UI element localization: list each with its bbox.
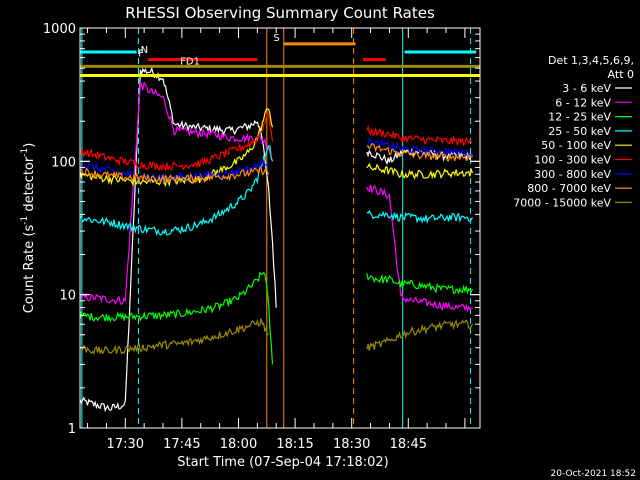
series-line-25-50-kev	[366, 209, 474, 225]
y-tick-label: 100	[51, 155, 76, 170]
x-tick-label: 18:00	[220, 437, 257, 452]
footer-date: 20-Oct-2021 18:52	[551, 469, 636, 479]
axes: 1 10 100 1000 17:30 17:45 18:00 18:15 18:30 18:45	[43, 22, 480, 452]
legend-header: Att 0	[608, 68, 634, 81]
x-tick-label: 18:15	[276, 437, 313, 452]
flag-label: F	[138, 49, 144, 60]
series-line-50-100-kev	[366, 162, 474, 180]
legend-entry: 300 - 800 keV	[534, 168, 611, 181]
series-line-6-12-kev	[366, 184, 473, 314]
legend-entry: 25 - 50 keV	[548, 125, 611, 138]
series-line-7000-15000-kev	[79, 318, 270, 356]
series-line-6-12-kev	[79, 81, 274, 306]
flag-label: FD1	[180, 56, 200, 67]
series-line-800-7000-kev	[79, 167, 270, 185]
legend-entry: 50 - 100 keV	[541, 139, 611, 152]
legend-entry: 3 - 6 keV	[562, 82, 611, 95]
legend-entry: 6 - 12 keV	[555, 96, 611, 109]
y-tick-label: 1	[68, 422, 76, 437]
series-line-800-7000-kev	[366, 142, 473, 162]
legend-entry: 800 - 7000 keV	[527, 182, 611, 195]
x-tick-label: 18:45	[390, 437, 427, 452]
chart-title: RHESSI Observing Summary Count Rates	[125, 4, 435, 22]
series-line-7000-15000-kev	[366, 318, 474, 351]
series-line-3-6-kev	[79, 66, 277, 413]
legend-entry: 7000 - 15000 keV	[513, 196, 611, 209]
plot-frame	[79, 27, 481, 429]
legend-header: Det 1,3,4,5,6,9,	[548, 54, 634, 67]
x-tick-label: 17:45	[163, 437, 200, 452]
series-line-25-50-kev	[79, 144, 274, 237]
y-tick-label: 10	[59, 289, 76, 304]
y-tick-label: 1000	[43, 22, 76, 37]
series-line-100-300-kev	[366, 124, 473, 147]
legend-entry: 100 - 300 keV	[534, 154, 611, 167]
y-axis-label: Count Rate (s-1 detector-1)	[20, 143, 37, 314]
x-tick-label: 18:30	[333, 437, 370, 452]
series-line-12-25-kev	[79, 271, 274, 365]
x-tick-label: 17:30	[107, 437, 144, 452]
series-line-100-300-kev	[79, 110, 274, 172]
flag-label: N	[141, 45, 148, 56]
legend-entry: 12 - 25 keV	[548, 111, 611, 124]
series-line-12-25-kev	[366, 273, 474, 296]
x-axis-label: Start Time (07-Sep-04 17:18:02)	[177, 455, 388, 470]
series-line-50-100-kev	[79, 108, 274, 187]
series-line-300-800-kev	[366, 136, 474, 159]
flag-label: S	[273, 33, 279, 44]
